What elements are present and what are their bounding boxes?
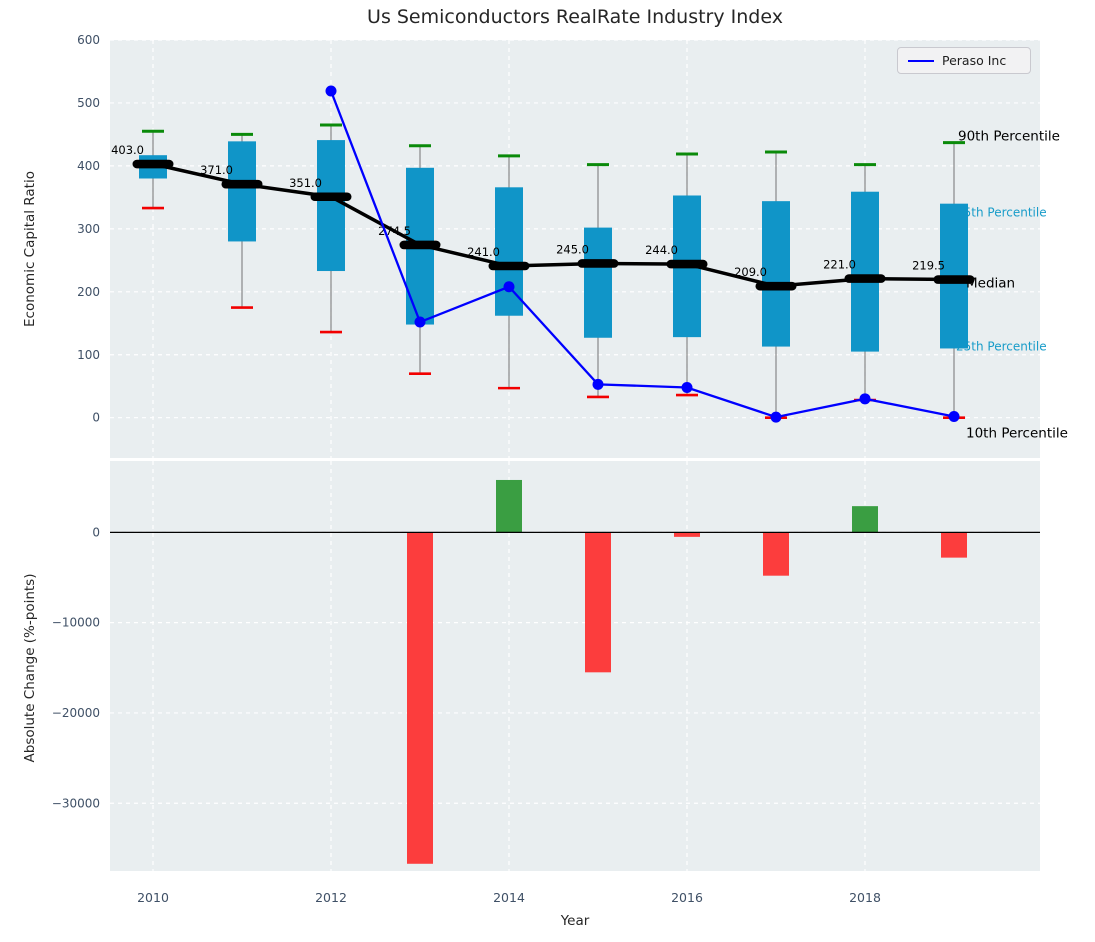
annotation-10th-percentile: 10th Percentile [966,425,1068,441]
bottom-y-tick--10000: −10000 [52,616,100,630]
bottom-y-tick-0: 0 [92,525,100,539]
median-value-label-2014: 241.0 [467,245,500,259]
chart-title: Us Semiconductors RealRate Industry Inde… [367,6,783,28]
peraso-point-2018 [859,393,871,405]
median-value-label-2016: 244.0 [645,243,678,257]
change-bar-2018 [852,506,878,533]
bottom-y-tick--20000: −20000 [52,706,100,720]
median-value-label-2018: 221.0 [823,258,856,272]
box-2012 [317,140,345,272]
median-value-label-2010: 403.0 [111,143,144,157]
top-y-tick-400: 400 [77,159,100,173]
change-bar-2015 [585,532,611,673]
median-value-label-2015: 245.0 [556,242,589,256]
top-plot-background [110,40,1040,458]
median-marker-2016 [666,259,708,269]
top-y-tick-100: 100 [77,348,100,362]
legend: Peraso Inc [897,47,1031,74]
peraso-point-2013 [414,316,426,328]
median-marker-2011 [221,179,263,189]
legend-line-sample [908,59,934,62]
median-value-label-2011: 371.0 [200,163,233,177]
median-marker-2012 [310,192,352,202]
bottom-y-axis-label: Absolute Change (%-points) [22,573,38,763]
box-2015 [584,227,612,338]
bottom-plot-background [110,461,1040,871]
top-y-tick-0: 0 [92,411,100,425]
box-2014 [495,187,523,316]
x-axis-label: Year [560,913,590,929]
top-y-tick-200: 200 [77,285,100,299]
change-bar-2013 [407,532,433,864]
annotation-90th-percentile: 90th Percentile [958,128,1060,144]
median-marker-2017 [755,281,797,291]
x-tick-2018: 2018 [849,890,881,905]
box-2017 [762,201,790,347]
median-marker-2018 [844,274,886,283]
median-value-label-2017: 209.0 [734,265,767,279]
top-y-tick-600: 600 [77,33,100,47]
median-marker-2010 [132,159,174,169]
peraso-line [329,90,955,419]
x-tick-2014: 2014 [493,890,525,905]
peraso-point-2019 [948,410,960,422]
median-marker-2013 [399,240,441,250]
bottom-y-tick--30000: −30000 [52,796,100,810]
median-line [152,162,955,288]
change-bar-2017 [763,532,789,576]
top-y-tick-300: 300 [77,222,100,236]
median-marker-2014 [488,261,530,271]
change-bar-2014 [496,479,522,533]
x-tick-2012: 2012 [315,890,347,905]
peraso-point-2014 [503,281,515,293]
x-tick-2010: 2010 [137,890,169,905]
peraso-point-2012 [325,85,337,97]
peraso-point-2015 [592,378,604,390]
change-bar-2019 [941,532,967,558]
median-marker-2019 [933,275,975,284]
box-2011 [228,141,256,242]
x-tick-2016: 2016 [671,890,703,905]
median-marker-2015 [577,259,619,268]
annotation-75th-percentile: 75th Percentile [956,206,1047,220]
change-bar-2016 [674,532,700,537]
annotation-median: Median [966,276,1015,292]
median-value-label-2019: 219.5 [912,259,945,273]
median-value-label-2012: 351.0 [289,176,322,190]
annotation-25th-percentile: 25th Percentile [956,340,1047,354]
peraso-point-2017 [770,411,782,423]
peraso-point-2016 [681,381,693,393]
top-y-axis-label: Economic Capital Ratio [22,171,38,327]
top-y-tick-500: 500 [77,96,100,110]
legend-label: Peraso Inc [942,53,1007,68]
box-2018 [851,191,879,352]
